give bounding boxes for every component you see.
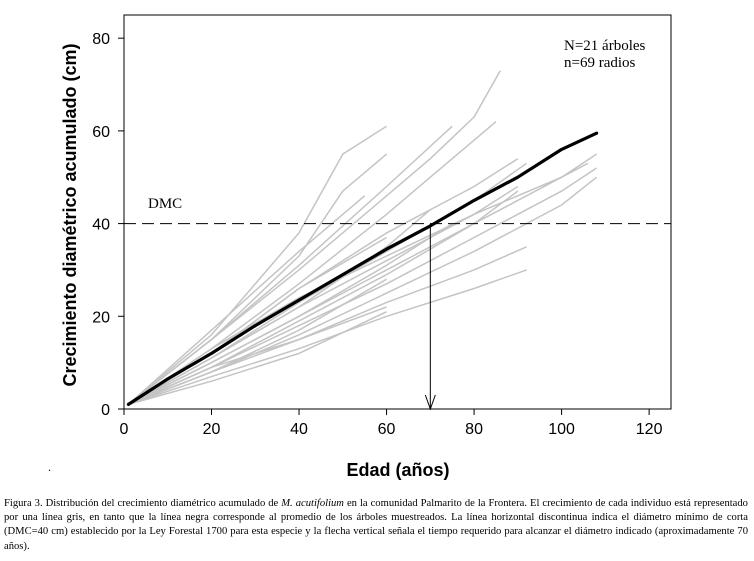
x-tick-label: 80 [465,421,483,438]
gray-growth-line [127,125,453,405]
gray-growth-line [128,306,387,406]
y-tick-label: 0 [101,402,110,419]
y-axis-title: Crecimiento diamétrico acumulado (cm) [60,43,80,386]
gray-growth-line [128,311,387,406]
caption-suffix: en la comunidad Palmarito de la Frontera… [4,498,748,552]
gray-growth-line [128,222,453,406]
gray-growth-line [128,269,527,406]
gray-growth-line [127,125,388,405]
annotation-n-radii: n=69 radios [564,55,636,71]
individual-growth-lines [127,70,598,406]
mean-growth-line-group [126,131,599,406]
axis-ticks: 0 20 40 60 80 100 120 0 20 40 60 80 [92,31,662,438]
figure-caption: Figura 3. Distribución del crecimiento d… [4,497,748,554]
x-tick-label: 0 [120,421,129,438]
annotation-dmc: DMC [148,196,182,212]
plot-frame [123,14,672,410]
growth-chart: 0 20 40 60 80 100 120 0 20 40 60 80 N=21 árboles n=… [60,14,672,480]
gray-growth-line [127,185,519,406]
x-tick-label: 20 [203,421,221,438]
y-tick-label: 60 [92,124,110,141]
y-tick-label: 40 [92,217,110,234]
caption-species: M. acutifolium [281,498,344,509]
x-tick-label: 60 [378,421,396,438]
annotation-n-trees: N=21 árboles [564,38,646,54]
y-tick-label: 20 [92,309,110,326]
gray-growth-line [128,278,387,406]
x-tick-label: 40 [290,421,308,438]
mean-growth-line [126,131,599,406]
x-tick-label: 100 [548,421,575,438]
gray-growth-line [128,162,589,406]
caption-prefix: Figura 3. Distribución del crecimiento d… [4,498,282,509]
stray-dot: . [48,460,51,474]
gray-growth-line [128,176,598,406]
x-tick-label: 120 [636,421,663,438]
y-tick-label: 80 [92,31,110,48]
x-axis-title: Edad (años) [346,460,449,480]
